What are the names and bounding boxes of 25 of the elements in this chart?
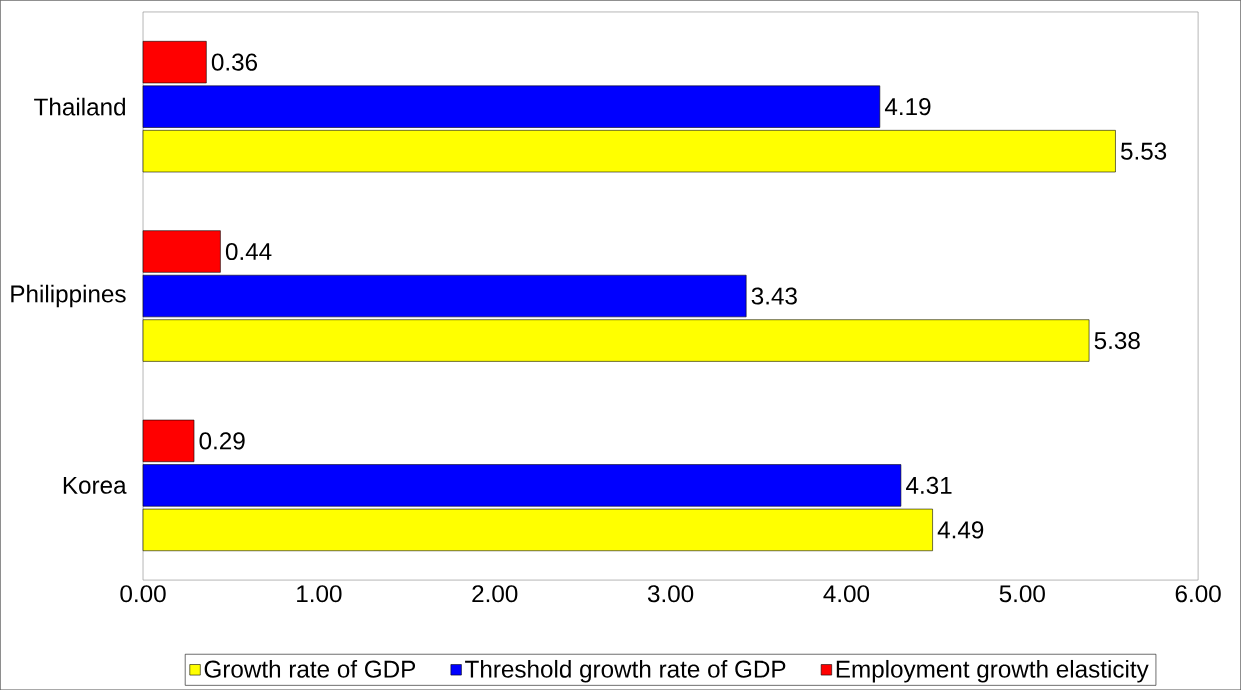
x-tick-label: 2.00: [472, 585, 518, 603]
y-tick-label: Thailand: [34, 97, 125, 116]
data-label: 5.38: [1094, 331, 1140, 350]
data-label: 3.43: [751, 287, 797, 305]
bar: [142, 129, 1116, 173]
data-label: 5.53: [1120, 142, 1167, 160]
y-tick-label: Philippines: [11, 284, 126, 308]
legend-label: Threshold growth rate of GDP: [465, 659, 786, 683]
data-label: 4.49: [937, 521, 984, 539]
x-tick-label: 4.00: [823, 585, 870, 603]
data-label: 4.31: [906, 476, 952, 494]
x-tick-label: 1.00: [297, 585, 342, 603]
x-tick-label: 6.00: [1175, 585, 1221, 603]
legend-label: Employment growth elasticity: [836, 659, 1149, 683]
bar: [142, 230, 221, 273]
data-label: 0.44: [225, 242, 272, 261]
data-label: 0.29: [199, 432, 245, 450]
y-tick-label: Korea: [63, 476, 127, 494]
data-label: 0.36: [211, 53, 258, 71]
x-tick-label: 0.00: [120, 585, 166, 603]
x-tick-label: 3.00: [647, 585, 694, 603]
data-label: 4.19: [884, 97, 931, 116]
bar: [142, 419, 195, 462]
legend-label: Growth rate of GDP: [204, 659, 416, 678]
x-tick-label: 5.00: [999, 585, 1045, 603]
